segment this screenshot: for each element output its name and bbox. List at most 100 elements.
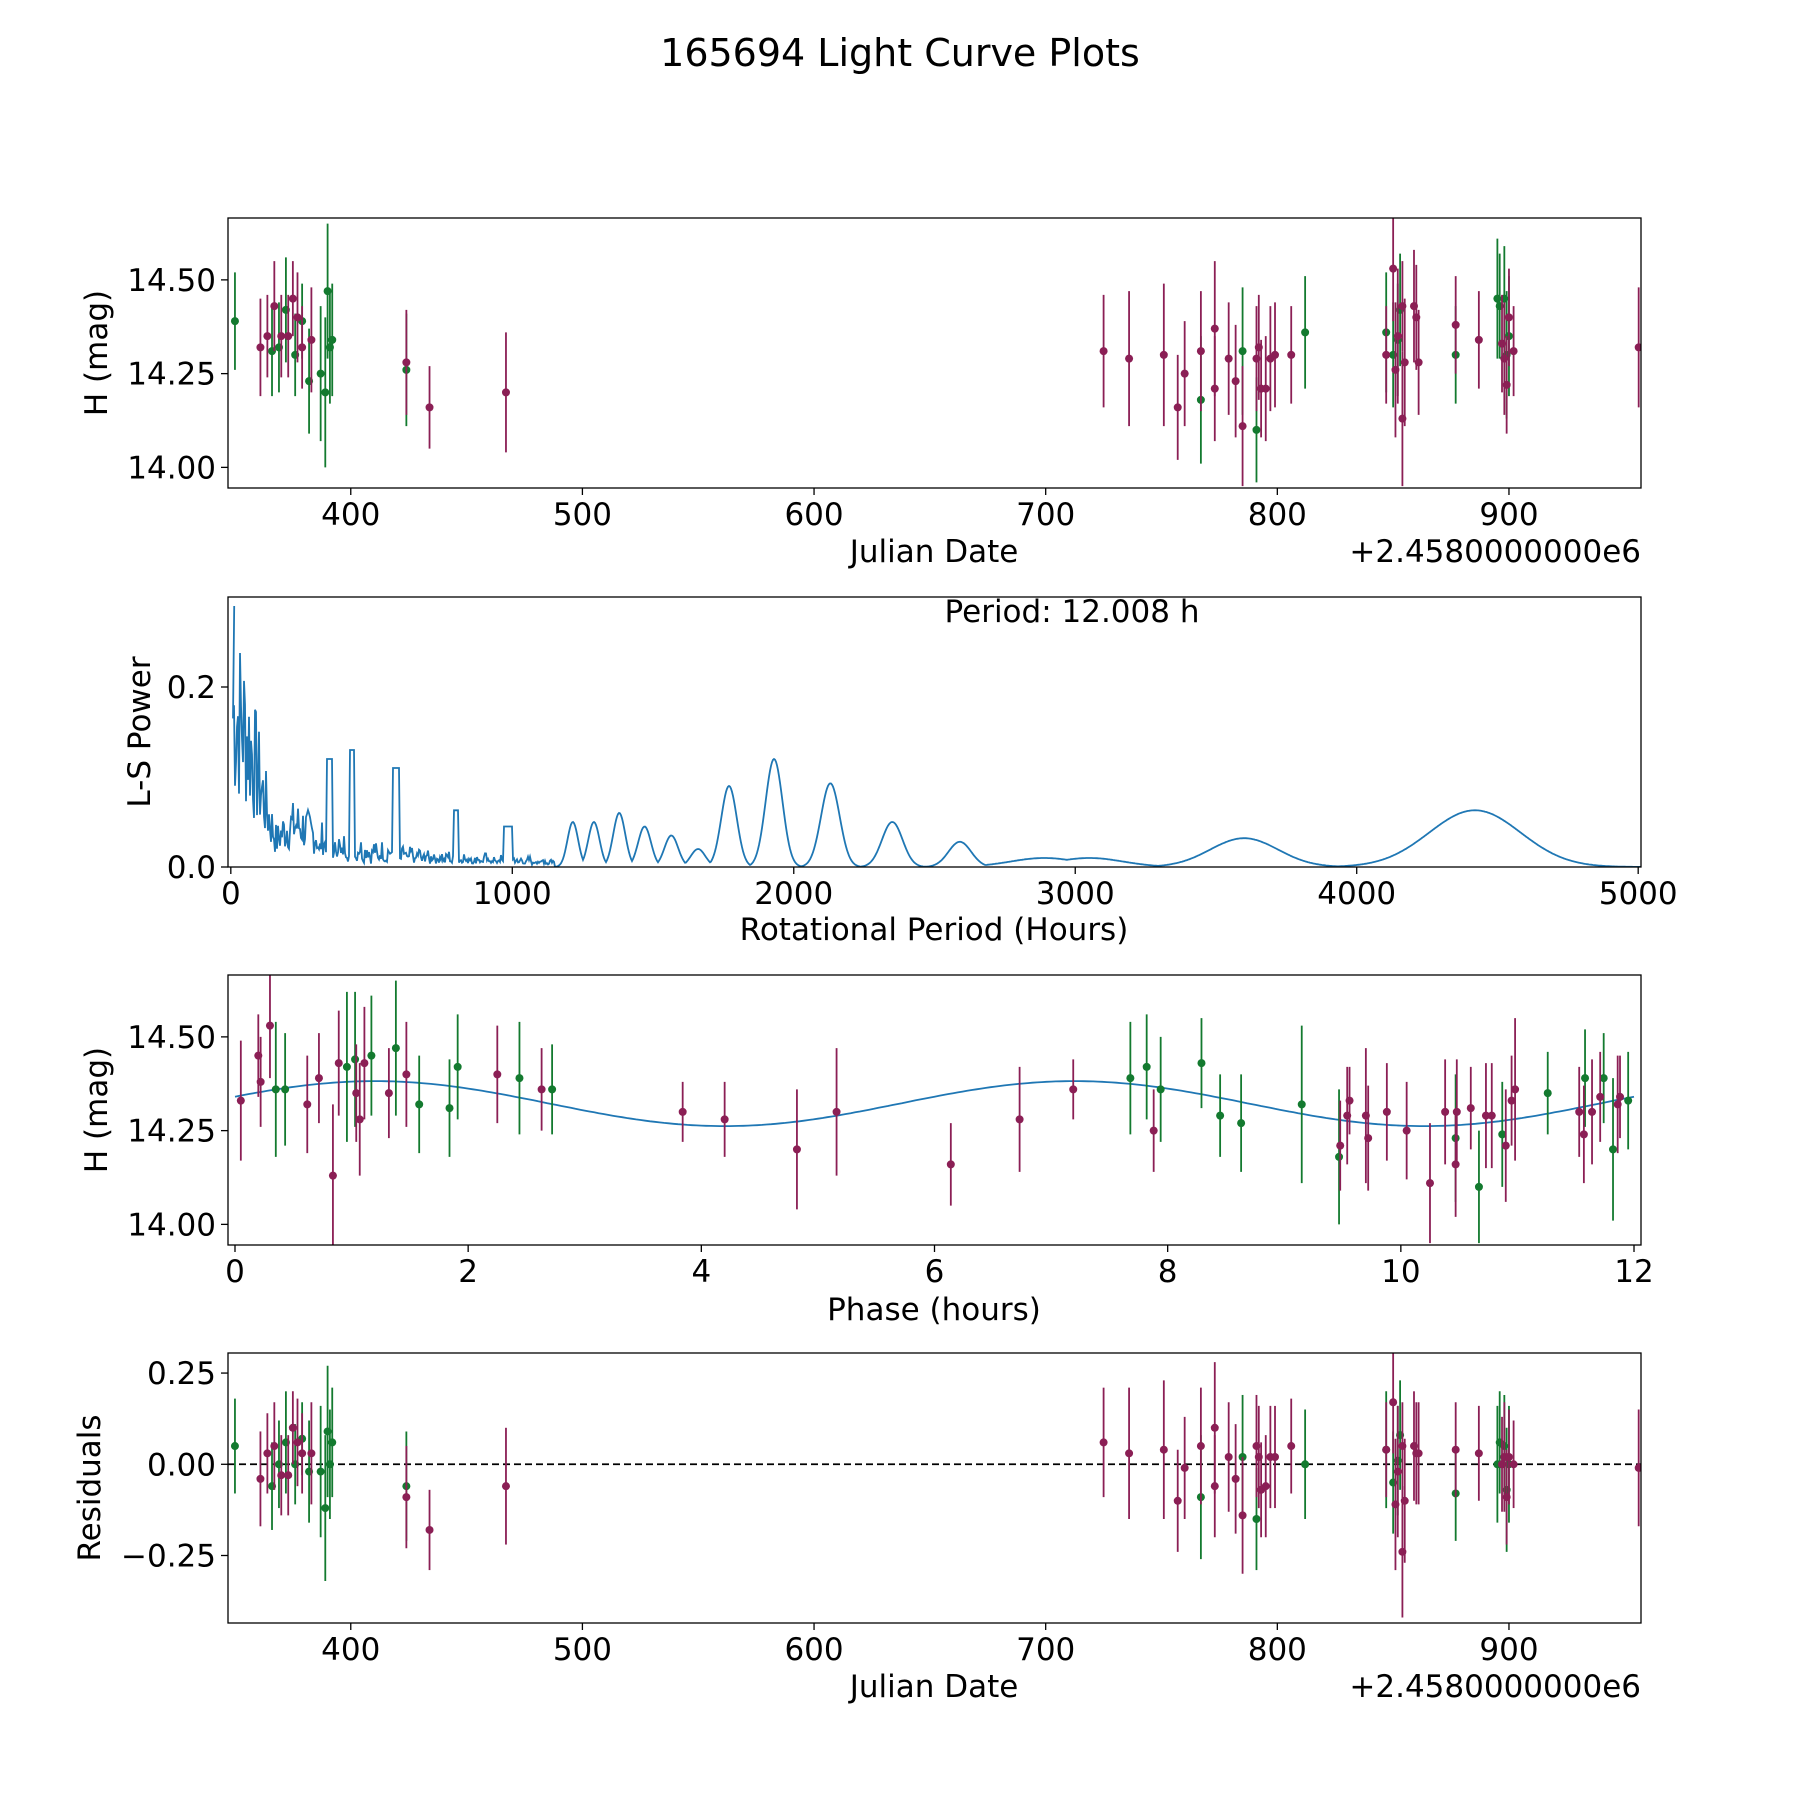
marker [1414, 1449, 1423, 1458]
lightcurve-axes-frame [227, 217, 1642, 489]
marker [352, 1089, 361, 1098]
y-tick-label: 14.50 [127, 263, 216, 299]
purple-point [1287, 1398, 1296, 1494]
purple-point [263, 1413, 272, 1494]
purple-point [1389, 218, 1398, 322]
marker [307, 335, 316, 344]
marker [1634, 343, 1641, 352]
residuals-offset-label: +2.4580000000e6 [1349, 1669, 1641, 1705]
green-point [1142, 1014, 1151, 1120]
marker [256, 1077, 265, 1086]
marker [1125, 354, 1134, 363]
green-point [328, 283, 337, 397]
marker [1173, 403, 1182, 412]
marker [1509, 1460, 1518, 1469]
periodogram-annotation: Period: 12.008 h [945, 594, 1200, 630]
periodogram-line [232, 605, 1641, 867]
marker [1231, 377, 1240, 386]
periodogram-axes-frame [227, 596, 1642, 868]
purple-point [1634, 1409, 1641, 1527]
marker [328, 1171, 337, 1180]
green-point [351, 991, 360, 1127]
purple-point [1504, 268, 1513, 367]
lightcurve-xlabel: Julian Date [848, 534, 1019, 570]
purple-point [293, 1398, 302, 1487]
marker [1149, 1126, 1158, 1135]
marker [1400, 358, 1409, 367]
y-tick-label: 14.50 [127, 1020, 216, 1056]
purple-point [328, 1104, 337, 1245]
purple-point [1196, 291, 1205, 412]
green-point [1237, 1074, 1246, 1172]
green-point [1216, 1074, 1225, 1157]
x-tick-label: 5000 [1599, 876, 1678, 912]
marker [1382, 350, 1391, 359]
purple-point [1400, 1438, 1409, 1563]
marker [1210, 1423, 1219, 1432]
purple-point [425, 1489, 434, 1571]
purple-point [1596, 1051, 1605, 1142]
marker [1099, 347, 1108, 356]
green-point [1498, 1081, 1507, 1187]
marker [1599, 1074, 1608, 1083]
green-point [415, 1055, 424, 1154]
purple-point [256, 1431, 265, 1527]
purple-point [1238, 1456, 1247, 1574]
marker [1400, 1496, 1409, 1505]
purple-point [1159, 1380, 1168, 1520]
purple-point [1382, 306, 1391, 404]
marker [1210, 1482, 1219, 1491]
residuals-ylabel: Residuals [72, 1414, 108, 1561]
purple-point [1382, 1063, 1391, 1161]
marker [1588, 1107, 1597, 1116]
marker [1099, 1438, 1108, 1447]
marker [1543, 1089, 1552, 1098]
marker [303, 1100, 312, 1109]
marker [1237, 1119, 1246, 1128]
purple-point [1271, 302, 1280, 408]
marker [1466, 1104, 1475, 1113]
marker [263, 1449, 272, 1458]
marker [281, 1085, 290, 1094]
y-tick-label: 14.25 [127, 1114, 216, 1150]
green-point [453, 1014, 462, 1120]
marker [1451, 320, 1460, 329]
marker [1364, 1134, 1373, 1143]
marker [402, 1493, 411, 1502]
marker [1441, 1107, 1450, 1116]
marker [360, 1059, 369, 1068]
marker [316, 1467, 325, 1476]
purple-point [352, 1044, 361, 1142]
marker [1504, 1452, 1513, 1461]
purple-point [1266, 306, 1275, 412]
y-tick-label: 14.25 [127, 357, 216, 393]
x-tick-label: 2 [458, 1254, 478, 1290]
marker [1125, 1449, 1134, 1458]
purple-point [1389, 1353, 1398, 1454]
green-point [1301, 276, 1310, 389]
purple-point [1210, 1435, 1219, 1538]
figure-title: 165694 Light Curve Plots [660, 31, 1140, 75]
purple-point [1451, 1111, 1460, 1217]
purple-point [1099, 294, 1108, 408]
marker [946, 1160, 955, 1169]
purple-point [355, 1063, 364, 1176]
marker [1393, 332, 1402, 341]
purple-point [1015, 1066, 1024, 1172]
purple-point [1504, 1409, 1513, 1505]
x-tick-label: 6 [925, 1254, 945, 1290]
purple-point [1180, 1416, 1189, 1520]
marker [1425, 1179, 1434, 1188]
marker [293, 1438, 302, 1447]
marker [1498, 1130, 1507, 1139]
periodogram-panel: 0 1000 2000 3000 4000 5000 0.0 0.2 Period: 12.0… [122, 594, 1678, 948]
periodogram-marks [232, 605, 1641, 867]
marker [1624, 1096, 1633, 1105]
green-point [548, 1044, 557, 1135]
marker [1216, 1111, 1225, 1120]
purple-point [1402, 1081, 1411, 1180]
purple-point [1414, 1402, 1423, 1505]
purple-point [360, 1006, 369, 1120]
marker [384, 1089, 393, 1098]
x-tick-label: 700 [1016, 1632, 1075, 1668]
